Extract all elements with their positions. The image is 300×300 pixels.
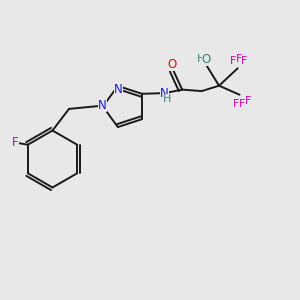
Text: O: O [167,58,177,70]
Text: F: F [245,96,251,106]
Text: F: F [233,99,240,109]
Text: F: F [230,56,237,66]
Text: H: H [163,94,171,103]
Text: O: O [202,53,211,66]
Text: N: N [98,99,107,112]
Text: F: F [12,136,19,149]
Text: F: F [239,99,246,109]
Text: F: F [236,54,242,64]
Text: F: F [241,56,248,66]
Text: H: H [196,54,205,64]
Text: N: N [160,87,169,100]
Text: N: N [114,83,123,96]
